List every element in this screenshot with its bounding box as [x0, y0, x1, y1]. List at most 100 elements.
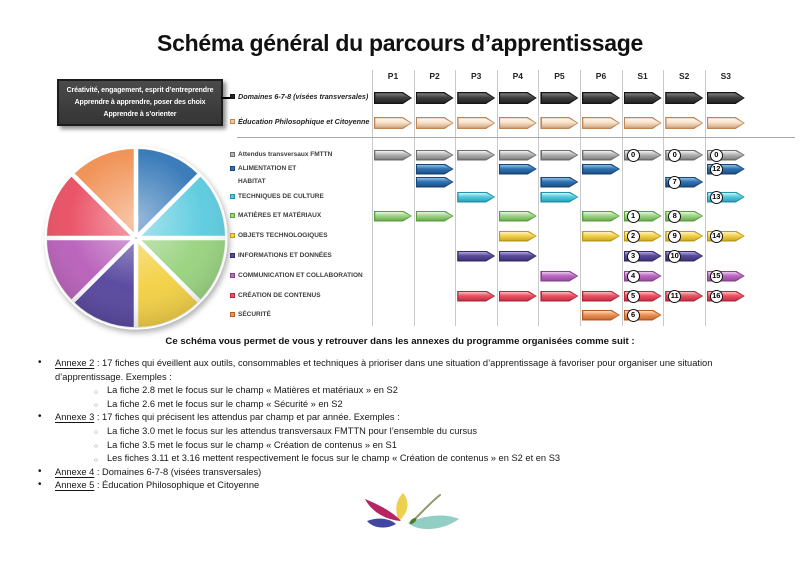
- column-header-p3: P3: [470, 71, 482, 81]
- column-separator: [621, 70, 623, 326]
- timeline-arrow-s3: [706, 290, 745, 302]
- column-header-s3: S3: [720, 71, 731, 81]
- timeline-arrow: [665, 117, 704, 129]
- timeline-arrow-p3: [457, 149, 496, 161]
- column-header-s2: S2: [678, 71, 690, 81]
- timeline-arrow-p4: [498, 290, 537, 302]
- timeline-arrow-s2: [665, 290, 704, 302]
- legend-swatch: [230, 273, 235, 278]
- transversal-domains-box: Créativité, engagement, esprit d’entrepr…: [57, 79, 223, 126]
- legend-swatch: [230, 119, 235, 124]
- field-row-label: INFORMATIONS ET DONNÉES: [238, 252, 332, 259]
- column-header-p4: P4: [512, 71, 523, 81]
- timeline-arrow: [623, 92, 662, 104]
- fiche-number-badge: 10: [668, 249, 682, 263]
- logo-stroke-teal: [408, 515, 459, 530]
- timeline-arrow: [498, 117, 537, 129]
- column-header-p1: P1: [387, 71, 399, 81]
- column-separator: [663, 70, 665, 326]
- annex-sub-bullet: La fiche 2.8 met le focus sur le champ «…: [94, 384, 780, 399]
- annex-sub-bullet: Les fiches 3.11 et 3.16 mettent respecti…: [94, 452, 780, 467]
- field-row-label: COMMUNICATION ET COLLABORATION: [238, 272, 363, 279]
- fiche-number-badge: 6: [626, 308, 640, 322]
- timeline-arrow: [374, 92, 412, 104]
- field-row-label: Attendus transversaux FMTTN: [238, 151, 333, 158]
- annex-sub-list: La fiche 2.8 met le focus sur le champ «…: [55, 384, 780, 412]
- column-separator: [704, 70, 706, 326]
- fiche-number-badge: 5: [626, 289, 640, 303]
- timeline-arrow-s1: [623, 309, 662, 321]
- annex-reference: Annexe 5: [55, 480, 95, 491]
- timeline-arrow: [457, 117, 496, 129]
- timeline-arrow-p3: [457, 250, 496, 262]
- timeline-arrow: [665, 92, 704, 104]
- timeline-arrow-s2: [665, 210, 704, 222]
- column-separator: [455, 70, 457, 326]
- timeline-arrow-p4: [498, 210, 537, 222]
- timeline-arrow: [374, 117, 412, 129]
- column-separator: [496, 70, 498, 326]
- timeline-arrow-p4: [498, 230, 537, 242]
- fiche-number-badge: 15: [709, 269, 723, 283]
- legend-swatch: [230, 293, 235, 298]
- box-line: Apprendre à s’orienter: [103, 110, 177, 118]
- logo-stroke-crimson: [365, 499, 401, 521]
- timeline-arrow-p5: [540, 149, 579, 161]
- grid-divider-line: [237, 137, 795, 138]
- timeline-arrow-s1: [623, 230, 662, 242]
- field-row-label: SÉCURITÉ: [238, 311, 271, 318]
- timeline-arrow-p5: [540, 191, 579, 203]
- annex-reference: Annexe 3: [55, 412, 95, 423]
- annex-reference: Annexe 2: [55, 358, 95, 368]
- column-header-p6: P6: [595, 71, 607, 81]
- timeline-arrow: [457, 92, 496, 104]
- annex-list: Annexe 2 : 17 fiches qui éveillent aux o…: [30, 356, 780, 493]
- field-row-label: TECHNIQUES DE CULTURE: [238, 193, 324, 200]
- annex-reference: Annexe 4: [55, 466, 95, 477]
- column-separator: [580, 70, 581, 326]
- field-row-label: MATIÈRES ET MATÉRIAUX: [238, 212, 322, 219]
- annex-text: : 17 fiches qui éveillent aux outils, co…: [55, 358, 713, 382]
- fwb-logo: [365, 493, 459, 530]
- box-line: Créativité, engagement, esprit d’entrepr…: [66, 86, 214, 94]
- fiche-number-badge: 11: [668, 289, 682, 303]
- timeline-arrow: [540, 92, 579, 104]
- field-row-label: OBJETS TECHNOLOGIQUES: [238, 232, 328, 239]
- fiche-number-badge: 0: [626, 148, 640, 162]
- timeline-arrow-p1: [374, 149, 412, 161]
- fiche-number-badge: 12: [709, 162, 723, 176]
- fiche-number-badge: 13: [709, 190, 723, 204]
- column-header-p2: P2: [429, 71, 440, 81]
- timeline-arrow-s1: [623, 250, 662, 262]
- fiche-number-badge: 7: [668, 175, 682, 189]
- annex-bullet: Annexe 2 : 17 fiches qui éveillent aux o…: [30, 356, 780, 412]
- legend-swatch: [230, 213, 235, 218]
- timeline-arrow-s3: [706, 163, 745, 175]
- timeline-arrow-s3: [706, 230, 745, 242]
- timeline-arrow-p5: [540, 270, 579, 282]
- timeline-arrow: [623, 117, 662, 129]
- timeline-arrow-s3: [706, 191, 745, 203]
- timeline-arrow-p2: [415, 149, 454, 161]
- fiche-number-badge: 3: [626, 249, 640, 263]
- timeline-arrow-s1: [623, 210, 662, 222]
- fiche-number-badge: 2: [626, 229, 640, 243]
- timeline-arrow-p2: [415, 176, 454, 188]
- field-row-label: HABITAT: [238, 178, 266, 185]
- fiche-number-badge: 8: [668, 209, 682, 223]
- timeline-arrow: [582, 92, 620, 104]
- timeline-arrow-s2: [665, 230, 704, 242]
- timeline-arrow-p6: [582, 290, 620, 302]
- column-separator: [538, 70, 540, 326]
- timeline-arrow-p1: [374, 210, 412, 222]
- legend-swatch: [230, 233, 235, 238]
- annex-sub-bullet: La fiche 3.0 met le focus sur les attend…: [94, 425, 780, 440]
- timeline-arrow: [706, 117, 745, 129]
- timeline-arrow-s2: [665, 250, 704, 262]
- fiche-number-badge: 1: [626, 209, 640, 223]
- legend-swatch: [230, 194, 235, 199]
- timeline-arrow-p3: [457, 191, 496, 203]
- timeline-arrow-p5: [540, 290, 579, 302]
- fiche-number-badge: 0: [668, 148, 682, 162]
